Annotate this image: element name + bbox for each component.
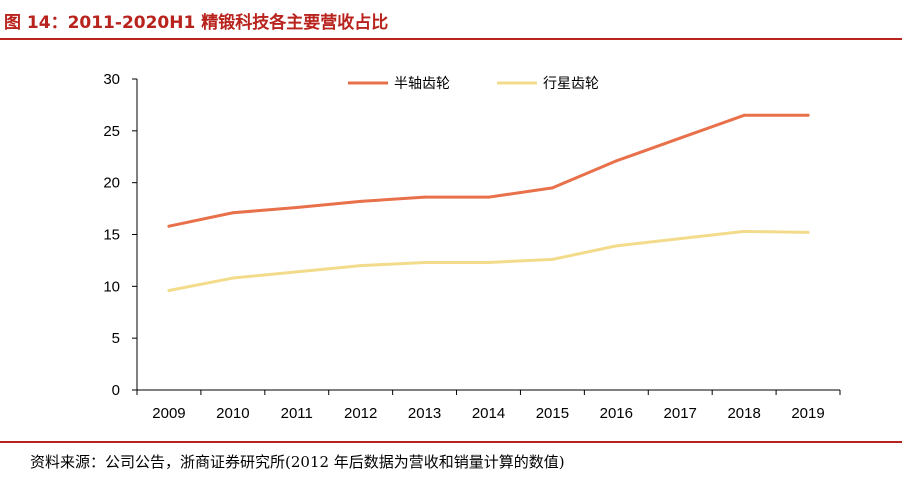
data-point: [295, 270, 299, 274]
data-point: [678, 237, 682, 241]
data-point: [806, 113, 810, 117]
series-line-2: [167, 229, 810, 292]
source-divider: [0, 441, 902, 443]
x-tick-label: 2013: [408, 405, 441, 422]
data-point: [806, 230, 810, 234]
source-note: 资料来源：公司公告，浙商证券研究所(2012 年后数据为营收和销量计算的数值): [30, 453, 565, 471]
x-tick-label: 2011: [281, 405, 313, 422]
y-tick-label: 20: [103, 175, 120, 192]
y-tick-label: 30: [103, 71, 120, 88]
line-chart: 0 5 10 15 20 25 30 2009 2010 2011 2012 2013 2014 201…: [103, 71, 841, 422]
x-tick-label: 2018: [727, 405, 760, 422]
data-point: [487, 195, 490, 199]
data-point: [550, 186, 554, 190]
legend-label: 行星齿轮: [543, 76, 599, 92]
x-tick-label: 2010: [216, 405, 249, 422]
x-tick-label: 2017: [664, 405, 697, 422]
figure-title: 图 14：2011-2020H1 精锻科技各主要营收占比: [4, 13, 389, 33]
data-point: [678, 136, 682, 140]
data-point: [231, 276, 235, 280]
data-point: [167, 224, 171, 228]
data-point: [614, 159, 618, 163]
x-tick-label: 2014: [472, 405, 505, 422]
y-tick-label: 0: [112, 382, 120, 399]
title-divider: [0, 38, 902, 40]
x-tick-label: 2012: [344, 405, 377, 422]
x-tick-label: 2019: [791, 405, 824, 422]
series-line-1: [167, 113, 810, 228]
y-tick-label: 25: [103, 123, 120, 140]
data-point: [295, 206, 299, 210]
x-tick-label: 2015: [536, 405, 569, 422]
y-tick-label: 10: [103, 278, 120, 295]
data-point: [742, 113, 746, 117]
x-axis-ticks: 2009 2010 2011 2012 2013 2014 2015 2016 2017 2018…: [136, 390, 841, 422]
data-point: [487, 260, 490, 264]
chart-legend: 半轴齿轮 行星齿轮: [348, 76, 599, 92]
y-tick-label: 15: [103, 227, 120, 244]
data-point: [359, 264, 363, 268]
chart-series: [167, 113, 810, 292]
x-tick-label: 2009: [152, 405, 185, 422]
data-point: [550, 257, 554, 261]
y-axis-ticks: 0 5 10 15 20 25 30: [103, 71, 137, 399]
data-point: [614, 244, 618, 248]
data-point: [742, 229, 746, 233]
data-point: [423, 260, 427, 264]
data-point: [359, 199, 363, 203]
chart-axes: [136, 79, 840, 391]
data-point: [231, 211, 235, 215]
y-tick-label: 5: [112, 330, 120, 347]
legend-label: 半轴齿轮: [394, 76, 450, 92]
data-point: [167, 288, 171, 292]
data-point: [423, 195, 427, 199]
x-tick-label: 2016: [600, 405, 633, 422]
